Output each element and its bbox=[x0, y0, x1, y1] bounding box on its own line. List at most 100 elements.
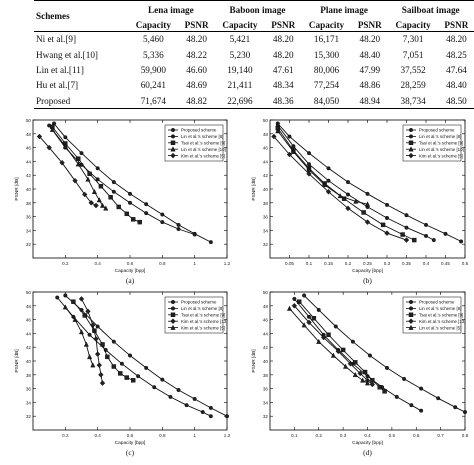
legend-marker bbox=[170, 312, 176, 317]
data-point bbox=[353, 198, 359, 204]
data-point bbox=[340, 347, 346, 353]
data-point bbox=[82, 313, 87, 318]
y-tick-label: 36 bbox=[263, 387, 269, 392]
subheader-capacity: Capacity bbox=[135, 19, 171, 30]
data-point bbox=[419, 408, 424, 413]
x-tick-label: 0.2 bbox=[62, 261, 69, 266]
x-tick-label: 1 bbox=[193, 261, 196, 266]
data-point bbox=[103, 205, 109, 211]
y-tick-label: 32 bbox=[263, 414, 269, 419]
series-1 bbox=[55, 295, 213, 419]
data-point bbox=[79, 151, 84, 156]
psnr-cell: 48.50 bbox=[446, 95, 467, 106]
data-point bbox=[111, 364, 117, 369]
x-tick-label: 0.2 bbox=[316, 433, 323, 438]
subheader-capacity: Capacity bbox=[308, 19, 345, 30]
legend-entry: Kim et al.'s scheme [5] bbox=[181, 153, 225, 158]
data-point bbox=[326, 178, 331, 183]
chart-b: 32 34 36 38 40 42 44 46 48 50 0.05 0.1 0.15 0.2 0.25 0.… bbox=[237, 112, 474, 287]
capacity-cell: 21,411 bbox=[227, 80, 253, 91]
legend-entry: Tsai et al.'s scheme [9] bbox=[419, 141, 463, 146]
capacity-cell: 38,734 bbox=[400, 95, 426, 106]
panel-caption: (c) bbox=[126, 448, 135, 457]
data-point bbox=[46, 144, 52, 151]
x-tick-label: 0.4 bbox=[364, 433, 371, 438]
legend-entry: Lin et al.'s scheme [8] bbox=[181, 134, 223, 139]
data-point bbox=[364, 201, 371, 207]
data-point bbox=[412, 237, 417, 243]
y-tick-label: 32 bbox=[26, 414, 32, 419]
data-point bbox=[87, 332, 92, 337]
data-point bbox=[311, 316, 317, 321]
capacity-cell: 5,421 bbox=[229, 34, 251, 45]
capacity-cell: 60,241 bbox=[140, 80, 166, 91]
x-tick-label: 0.8 bbox=[159, 433, 166, 438]
data-point bbox=[306, 319, 312, 326]
x-tick-label: 0.4 bbox=[94, 261, 101, 266]
data-point bbox=[352, 371, 358, 378]
data-point bbox=[286, 151, 293, 158]
legend-marker bbox=[170, 152, 176, 159]
data-point bbox=[160, 212, 165, 217]
data-point bbox=[365, 191, 370, 196]
psnr-cell: 48.69 bbox=[186, 80, 207, 91]
capacity-cell: 22,696 bbox=[227, 95, 253, 106]
x-tick-label: 1 bbox=[193, 433, 196, 438]
y-tick-label: 38 bbox=[263, 373, 269, 378]
subheader-capacity: Capacity bbox=[222, 19, 258, 30]
y-tick-label: 46 bbox=[26, 318, 32, 323]
data-point bbox=[83, 341, 89, 347]
data-point bbox=[95, 166, 100, 171]
data-point bbox=[364, 380, 371, 386]
data-point bbox=[350, 339, 355, 344]
capacity-cell: 16,171 bbox=[313, 34, 340, 45]
table-row: Hu et al.[7] 60,241 48.69 21,411 48.34 77,254… bbox=[34, 78, 474, 93]
data-point bbox=[105, 354, 110, 360]
psnr-cell: 48.86 bbox=[359, 80, 381, 91]
data-point bbox=[192, 396, 197, 401]
data-point bbox=[152, 385, 157, 390]
series-line bbox=[294, 298, 422, 412]
data-point bbox=[423, 233, 428, 238]
psnr-cell: 48.94 bbox=[359, 95, 381, 106]
scheme-cell: Hwang et al.[10] bbox=[36, 49, 98, 60]
legend-entry: Proposed scheme bbox=[419, 300, 455, 305]
capacity-cell: 5,230 bbox=[229, 49, 251, 60]
y-tick-label: 40 bbox=[263, 187, 269, 192]
scheme-cell: Hu et al.[7] bbox=[36, 80, 79, 91]
data-point bbox=[403, 237, 410, 243]
subheader-psnr: PSNR bbox=[184, 19, 209, 30]
y-tick-label: 40 bbox=[26, 187, 32, 192]
capacity-cell: 5,336 bbox=[142, 49, 164, 60]
psnr-cell: 48.22 bbox=[186, 49, 207, 60]
legend-marker bbox=[408, 300, 413, 305]
y-tick-label: 48 bbox=[263, 304, 269, 309]
data-point bbox=[124, 375, 129, 380]
legend-marker bbox=[170, 300, 175, 305]
y-tick-label: 48 bbox=[263, 132, 269, 137]
series-line bbox=[289, 308, 368, 384]
chart-d-svg: 32 34 36 38 40 42 44 46 48 50 0.1 0.2 0.3 0.4 0.5 0.6 0.… bbox=[251, 290, 469, 457]
y-tick-label: 44 bbox=[26, 159, 32, 164]
data-point bbox=[384, 365, 389, 370]
x-tick-label: 0.7 bbox=[437, 433, 444, 438]
capacity-cell: 71,674 bbox=[140, 95, 166, 106]
data-point bbox=[127, 200, 132, 205]
legend-marker bbox=[170, 318, 176, 324]
x-axis-label: Capacity [bpp] bbox=[352, 440, 383, 446]
data-point bbox=[136, 374, 141, 379]
legend-marker bbox=[170, 306, 175, 311]
panel-caption: (d) bbox=[363, 448, 372, 457]
series-1 bbox=[275, 123, 436, 243]
x-tick-label: 1.2 bbox=[224, 433, 231, 438]
image-header-baboon: Baboon image bbox=[214, 0, 301, 19]
data-point bbox=[382, 389, 387, 394]
data-point bbox=[436, 396, 441, 401]
legend-marker bbox=[170, 128, 175, 133]
data-point bbox=[290, 148, 296, 154]
legend-marker bbox=[408, 146, 414, 152]
data-point bbox=[343, 363, 349, 369]
data-point bbox=[85, 176, 91, 182]
data-point bbox=[90, 322, 96, 328]
data-point bbox=[144, 202, 149, 207]
